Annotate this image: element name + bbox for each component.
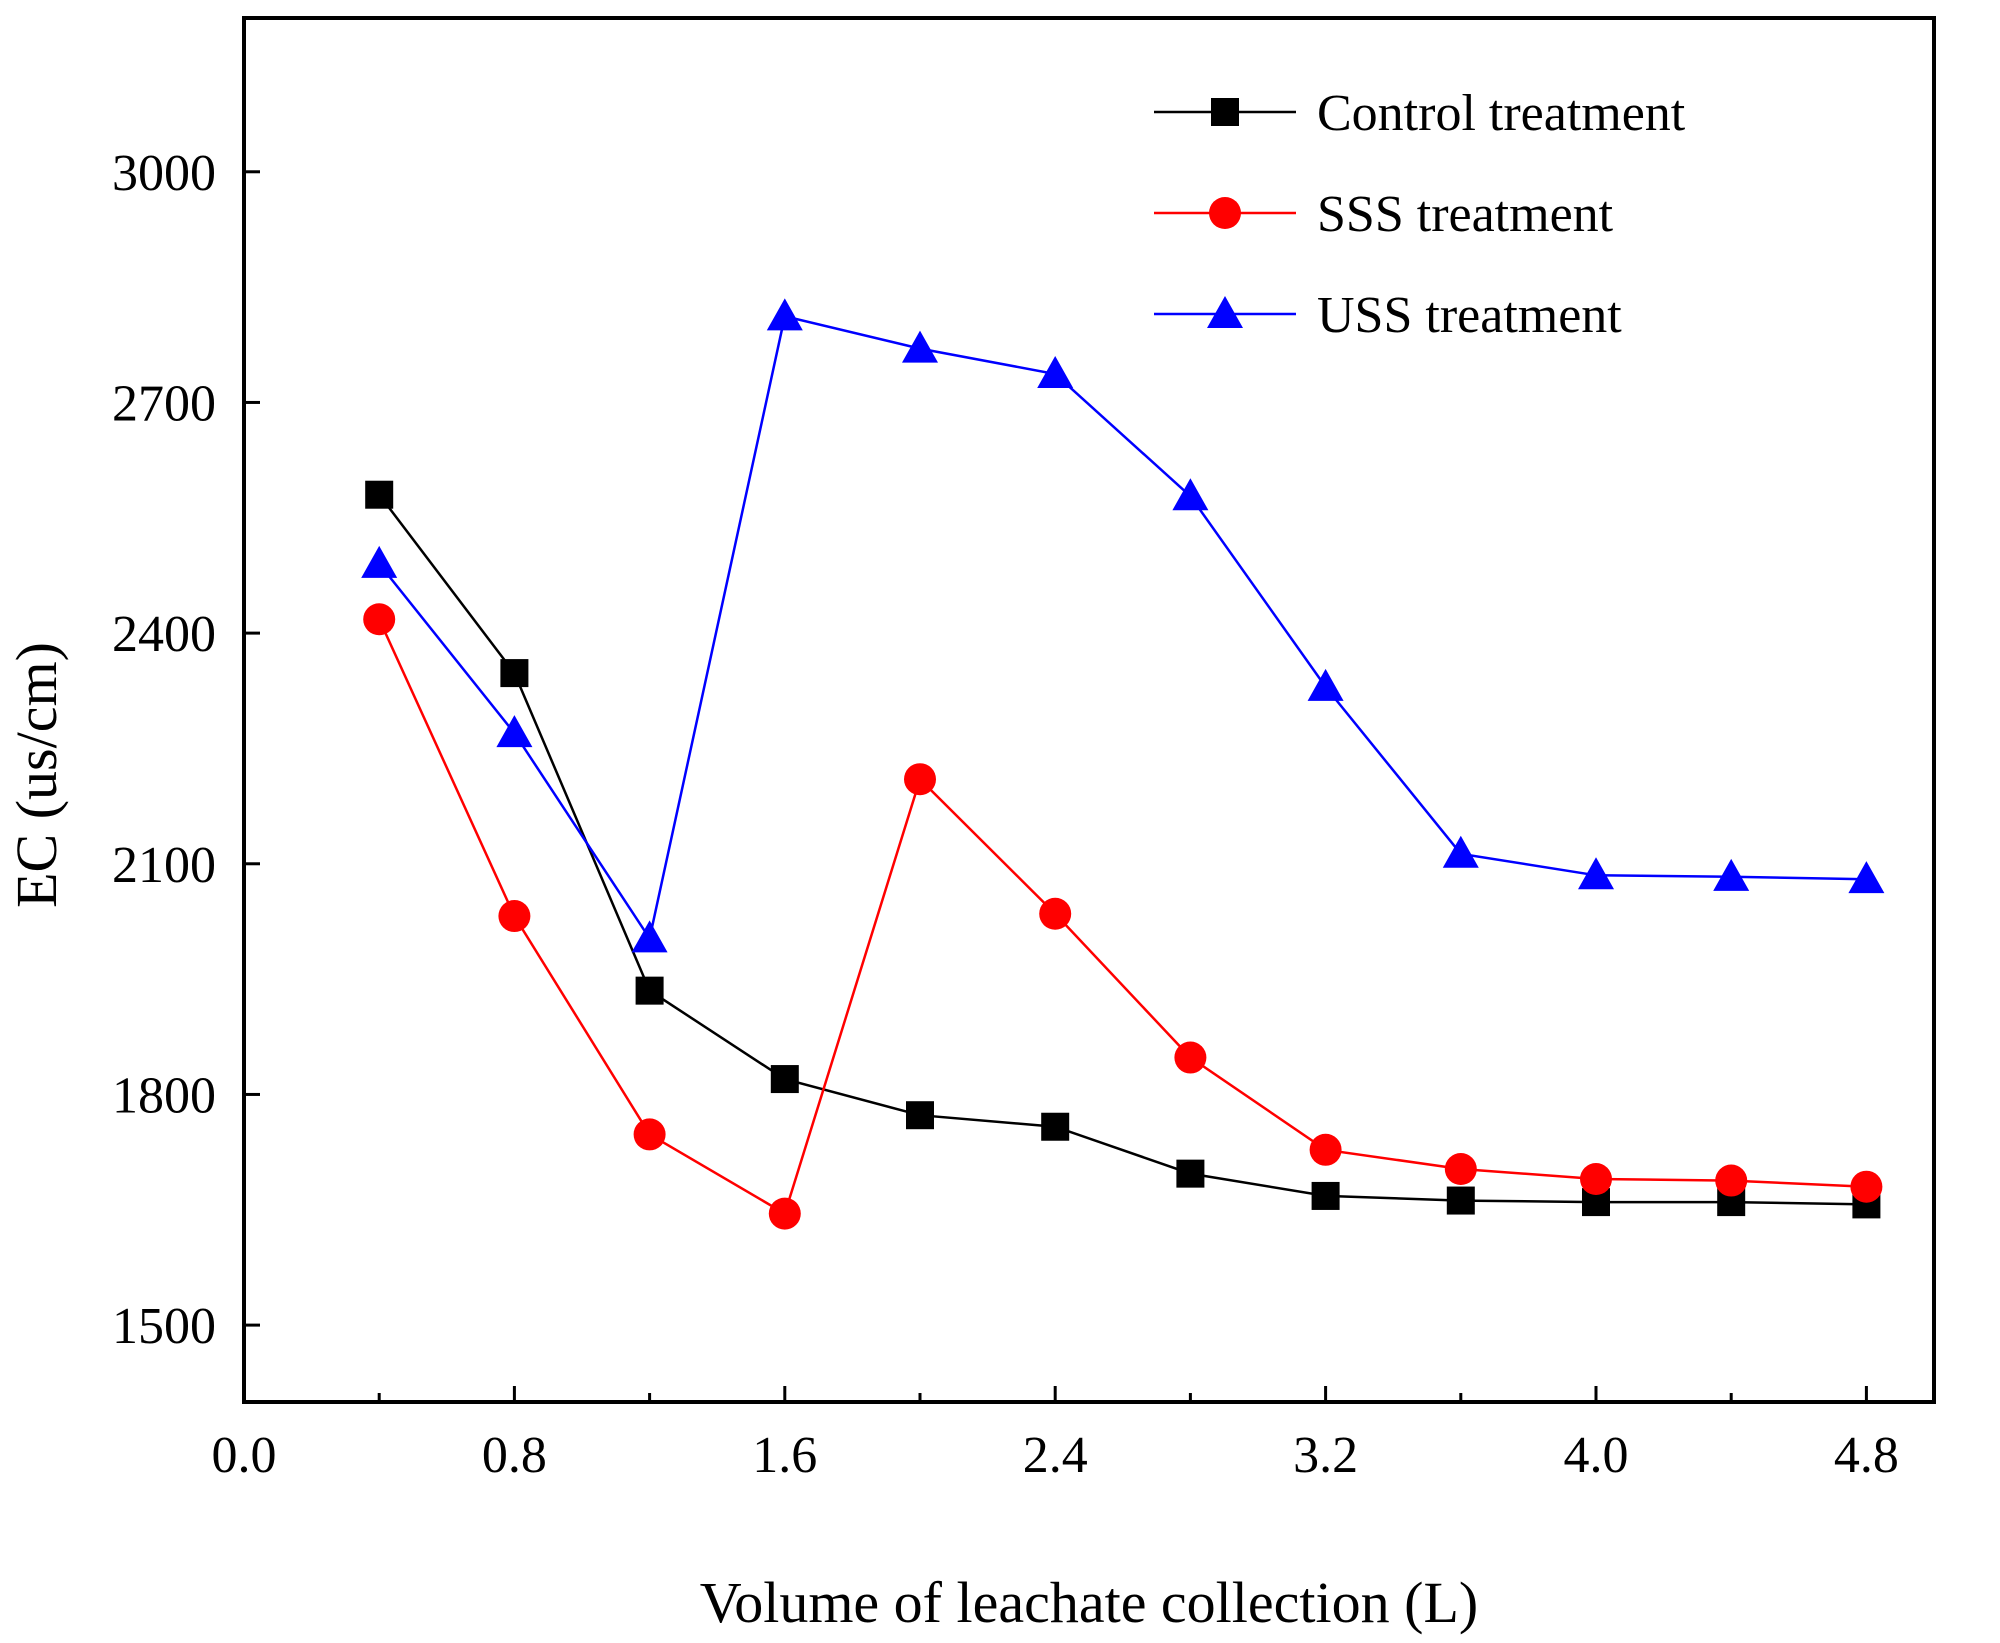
uss-data-point: [766, 298, 803, 331]
control-data-point: [500, 659, 529, 688]
sss-data-point: [1444, 1153, 1477, 1186]
control-data-point: [1446, 1186, 1475, 1215]
x-tick-label: 0.8: [482, 1427, 547, 1484]
control-series-line: [378, 493, 1867, 1206]
x-axis-title: Volume of leachate collection (L): [700, 1570, 1478, 1635]
control-data-point: [1311, 1181, 1340, 1210]
plot-frame: [242, 16, 1936, 1404]
control-data-point: [906, 1101, 934, 1130]
uss-series-line: [378, 314, 1867, 942]
x-tick-label: 3.2: [1293, 1427, 1358, 1484]
series-markers: [361, 298, 1885, 1230]
y-tick-label: 1800: [112, 1067, 216, 1124]
y-tick-label: 2400: [112, 606, 216, 663]
uss-data-point: [1442, 835, 1479, 868]
y-tick-label: 1500: [112, 1298, 216, 1355]
sss-data-point: [498, 900, 531, 933]
sss-data-point: [768, 1197, 801, 1230]
control-data-point: [770, 1065, 799, 1094]
sss-data-point: [1850, 1170, 1883, 1203]
legend-marker: [1211, 98, 1239, 126]
uss-data-point: [1713, 858, 1750, 891]
legend-label: SSS treatment: [1317, 186, 1614, 243]
control-data-point: [365, 480, 394, 509]
sss-data-point: [1174, 1041, 1207, 1074]
sss-data-point: [904, 763, 936, 796]
y-axis-ticks: 1500 1800 2100 2400 2700 3000: [112, 145, 260, 1355]
control-data-point: [1041, 1112, 1070, 1141]
uss-data-point: [1037, 355, 1074, 388]
legend-label: Control treatment: [1317, 85, 1686, 142]
control-data-point: [635, 976, 664, 1005]
uss-data-point: [1848, 861, 1885, 894]
sss-data-point: [1309, 1133, 1342, 1166]
uss-data-point: [1578, 857, 1614, 890]
uss-data-point: [631, 920, 668, 953]
sss-data-point: [1715, 1164, 1748, 1197]
y-tick-label: 2100: [112, 837, 216, 894]
sss-data-point: [363, 603, 396, 636]
x-tick-label: 0.0: [212, 1427, 277, 1484]
x-tick-label: 4.8: [1834, 1427, 1899, 1484]
uss-data-point: [902, 330, 938, 363]
legend-marker: [1207, 296, 1243, 328]
x-tick-label: 4.0: [1564, 1427, 1629, 1484]
control-data-point: [1176, 1159, 1205, 1188]
y-axis-title: EC (us/cm): [4, 642, 69, 908]
x-axis-ticks: 0.0 0.8 1.6 2.4 3.2 4.0 4.8: [212, 1386, 1899, 1484]
uss-data-point: [496, 715, 533, 748]
uss-data-point: [1307, 668, 1344, 701]
legend-label: USS treatment: [1317, 287, 1622, 344]
x-tick-label: 1.6: [752, 1427, 817, 1484]
x-tick-label: 2.4: [1023, 1427, 1088, 1484]
sss-series-line: [378, 618, 1867, 1216]
legend-marker: [1209, 197, 1241, 229]
series-lines: [378, 314, 1867, 1216]
sss-data-point: [1039, 897, 1072, 930]
y-tick-label: 3000: [112, 145, 216, 202]
y-tick-label: 2700: [112, 375, 216, 432]
uss-data-point: [1172, 478, 1209, 511]
uss-data-point: [361, 545, 398, 578]
sss-data-point: [1580, 1163, 1612, 1196]
sss-data-point: [633, 1118, 666, 1151]
legend: Control treatment SSS treatment USS treatm…: [1154, 85, 1686, 344]
